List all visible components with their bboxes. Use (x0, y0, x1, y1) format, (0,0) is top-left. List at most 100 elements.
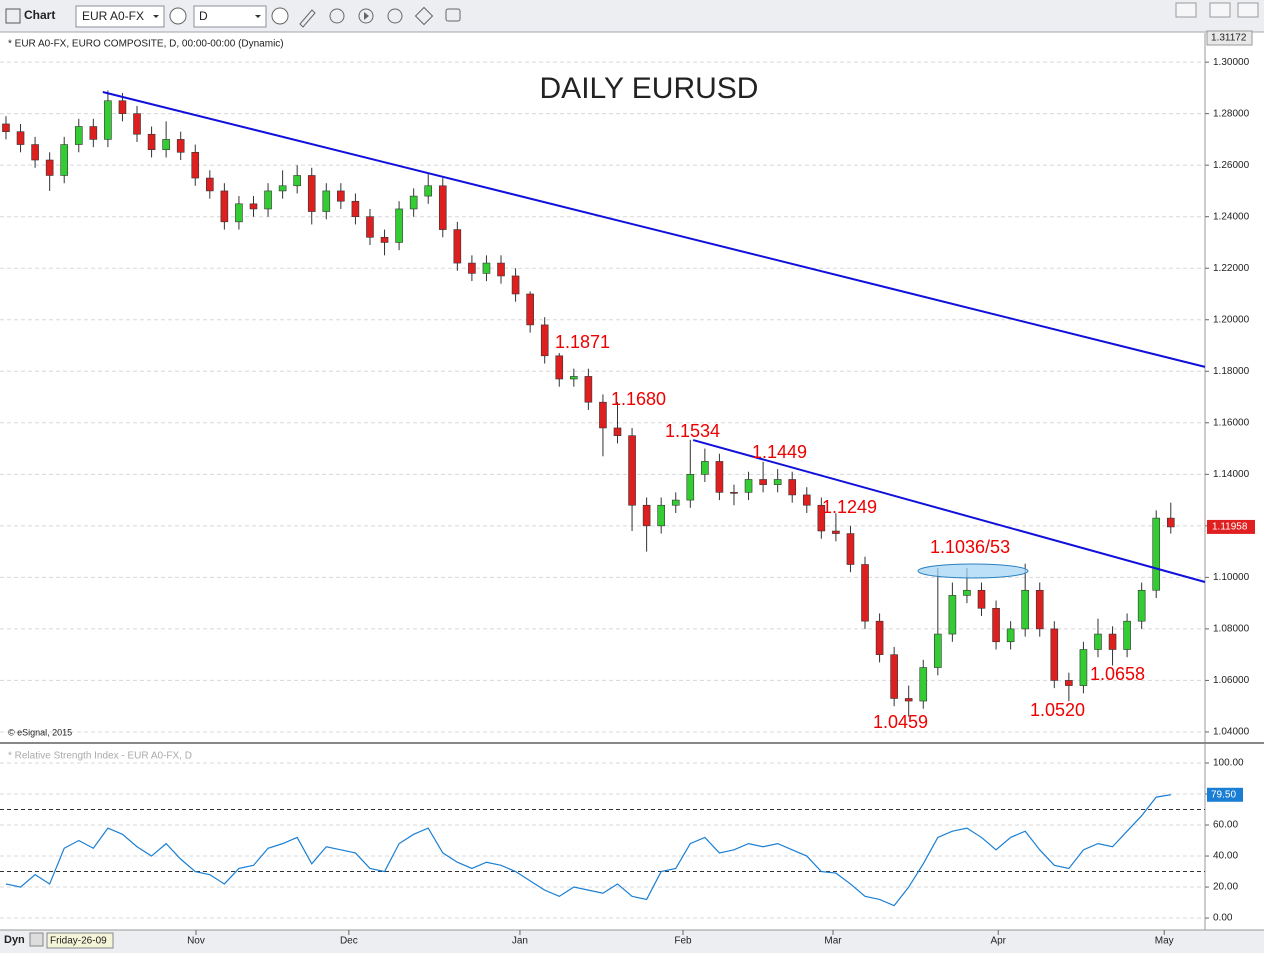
y-tick-label: 20.00 (1213, 882, 1238, 893)
candle-body (977, 589, 986, 609)
candle-body (89, 126, 98, 140)
candle-body (1152, 517, 1161, 591)
candle-body (16, 131, 25, 145)
candle-body (482, 262, 491, 274)
candle-body (206, 177, 214, 192)
candle-body (642, 504, 651, 527)
candle-body (584, 376, 593, 403)
candle-body (948, 595, 957, 635)
candle-body (817, 504, 826, 532)
time-button[interactable] (271, 7, 289, 25)
candle-body (468, 262, 476, 274)
candle-body (395, 208, 403, 243)
alert-button[interactable] (387, 8, 403, 24)
candle-body (118, 100, 127, 114)
play-button[interactable] (358, 8, 374, 24)
plot-area (0, 33, 1205, 930)
candle-body (657, 504, 665, 527)
annotation: 1.1534 (665, 421, 720, 441)
tool-button[interactable] (329, 8, 345, 24)
symbol-text: EUR A0-FX (82, 9, 144, 23)
candle-body (730, 492, 738, 494)
candle-body (1123, 620, 1131, 650)
candle-body (60, 144, 69, 176)
annotation: 1.1249 (822, 497, 877, 517)
maximize-button[interactable] (1209, 2, 1231, 18)
dropdown-arrow (153, 15, 159, 18)
last-price-tag (1207, 519, 1255, 534)
candle-body (511, 275, 520, 295)
chart-title: DAILY EURUSD (540, 72, 759, 105)
candle-body (74, 126, 83, 145)
chart-subtitle: * EUR A0-FX, EURO COMPOSITE, D, 00:00-00… (8, 39, 284, 50)
draw-tool[interactable] (299, 9, 316, 28)
annotation: 1.1449 (752, 442, 807, 462)
x-tick-label: Jan (512, 936, 528, 947)
y-tick-label: 60.00 (1213, 820, 1238, 831)
candle-body (2, 123, 10, 132)
annotation: 1.0658 (1090, 664, 1145, 684)
last-price-label: 1.11958 (1212, 522, 1248, 533)
y-tick-label: 1.08000 (1213, 624, 1250, 635)
cursor-date: Friday-26-09 (50, 936, 107, 947)
candle-body (1094, 633, 1102, 650)
chart-icon[interactable] (5, 8, 21, 24)
candle-body (438, 185, 447, 230)
y-tick-label: 1.26000 (1213, 160, 1250, 171)
candle-body (45, 159, 54, 176)
y-tick-label: 1.14000 (1213, 469, 1250, 480)
x-tick-label: Mar (824, 936, 842, 947)
rsi-current-tag (1207, 787, 1243, 802)
candle-body (278, 185, 287, 192)
x-tick-label: Apr (990, 936, 1006, 947)
dropdown-arrow (255, 15, 261, 18)
y-tick-label: 1.18000 (1213, 366, 1250, 377)
annotation: 1.1871 (555, 332, 610, 352)
candle-body (191, 151, 200, 179)
copyright: © eSignal, 2015 (8, 727, 72, 737)
candle-body (380, 237, 389, 243)
interval-input[interactable] (193, 5, 267, 28)
candle-body (424, 185, 433, 197)
candle-body (992, 607, 1000, 643)
price-axis-area (1205, 33, 1264, 930)
tag-button[interactable] (414, 6, 434, 26)
y-tick-label: 1.22000 (1213, 263, 1250, 274)
candle-body (526, 293, 534, 326)
candle-body (963, 589, 971, 596)
close-button[interactable] (1237, 2, 1259, 18)
candle-body (366, 216, 374, 238)
y-tick-label: 100.00 (1213, 758, 1244, 769)
candle-body (875, 620, 884, 655)
axis-top-label: 1.31172 (1211, 33, 1247, 44)
settings-button[interactable] (169, 7, 187, 25)
candle-body (671, 499, 680, 506)
candle-body (1050, 628, 1059, 681)
highlight-ellipse (917, 563, 1029, 579)
candle-body (307, 175, 316, 212)
candle-body (322, 190, 331, 212)
candle-body (613, 427, 622, 436)
candle-body (176, 139, 185, 153)
symbol-input[interactable] (75, 5, 165, 28)
candle-body (337, 190, 345, 202)
candle-body (599, 401, 607, 429)
y-tick-label: 1.30000 (1213, 57, 1250, 68)
toolbar (0, 0, 1264, 32)
candle-body (861, 564, 869, 622)
candle-body (788, 479, 797, 496)
candle-body (1166, 517, 1175, 528)
comment-button[interactable] (445, 8, 461, 22)
candle-body (934, 633, 942, 668)
minimize-button[interactable] (1175, 2, 1197, 18)
candle-body (453, 229, 462, 264)
axis-top-box (1206, 30, 1253, 46)
candle-body (744, 479, 753, 493)
trendline (692, 439, 1206, 583)
x-tick-label: Nov (187, 936, 205, 947)
mode-button[interactable] (29, 932, 44, 947)
x-tick-label: Feb (674, 936, 692, 947)
candle-body (147, 133, 156, 151)
